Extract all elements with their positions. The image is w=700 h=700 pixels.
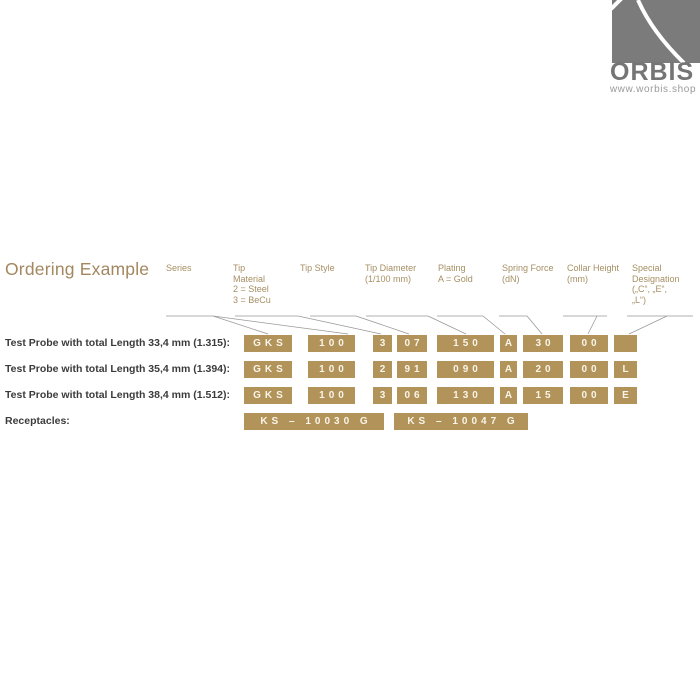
column-header-plating: Plating A = Gold — [438, 263, 473, 284]
column-header-tip-material: Tip Material 2 = Steel 3 = BeCu — [233, 263, 271, 305]
code-box-spring-force: 20 — [523, 361, 563, 378]
code-box-special-designation: L — [614, 361, 637, 378]
leader-line — [427, 315, 467, 335]
code-box-special-designation — [614, 335, 637, 352]
code-box-tip-material: 2 — [373, 361, 392, 378]
orbis-website-text: www.worbis.shop — [609, 84, 697, 95]
orbis-brand-text: ORBIS — [610, 58, 695, 86]
column-header-spring-force: Spring Force (dN) — [502, 263, 554, 284]
code-box-plating: A — [500, 387, 517, 404]
leader-line — [297, 315, 382, 335]
leader-line — [355, 315, 410, 335]
code-box-collar-height: 00 — [570, 387, 608, 404]
leader-line — [526, 315, 543, 335]
code-box-tip-material: 3 — [373, 335, 392, 352]
leader-line — [628, 315, 668, 335]
code-box-tip-diameter: 090 — [437, 361, 494, 378]
code-box-tip-style: 07 — [397, 335, 427, 352]
code-box-series-code: GKS — [244, 335, 292, 352]
code-box-series-number: 100 — [308, 335, 355, 352]
leader-line — [212, 315, 269, 335]
code-box-tip-material: 3 — [373, 387, 392, 404]
logo-corner-notch — [612, 0, 623, 11]
column-header-tip-style: Tip Style — [300, 263, 335, 273]
column-header-series: Series — [166, 263, 192, 273]
page-title: Ordering Example — [5, 259, 150, 279]
code-box-series-code: GKS — [244, 361, 292, 378]
code-box-collar-height: 00 — [570, 361, 608, 378]
code-box-receptacle: KS – 10030 G — [244, 413, 384, 430]
row-label: Test Probe with total Length 35,4 mm (1.… — [5, 363, 231, 375]
code-box-receptacle: KS – 10047 G — [394, 413, 528, 430]
code-box-series-code: GKS — [244, 387, 292, 404]
code-box-tip-diameter: 150 — [437, 335, 494, 352]
leader-line — [212, 315, 349, 335]
code-box-tip-diameter: 130 — [437, 387, 494, 404]
orbis-logo-icon — [612, 0, 700, 63]
code-box-series-number: 100 — [308, 387, 355, 404]
row-label: Test Probe with total Length 38,4 mm (1.… — [5, 389, 231, 401]
logo-arc — [636, 0, 686, 63]
code-box-plating: A — [500, 335, 517, 352]
row-label: Receptacles: — [5, 415, 70, 427]
code-box-tip-style: 06 — [397, 387, 427, 404]
code-box-spring-force: 30 — [523, 335, 563, 352]
column-header-special-designation: Special Designation („C“, „E“, „L“) — [632, 263, 680, 305]
code-box-collar-height: 00 — [570, 335, 608, 352]
code-box-series-number: 100 — [308, 361, 355, 378]
column-header-collar-height: Collar Height (mm) — [567, 263, 620, 284]
column-header-tip-diameter: Tip Diameter (1/100 mm) — [365, 263, 417, 284]
code-box-spring-force: 15 — [523, 387, 563, 404]
leader-line — [587, 315, 598, 335]
leader-line — [482, 315, 506, 335]
row-label: Test Probe with total Length 33,4 mm (1.… — [5, 337, 231, 349]
code-box-plating: A — [500, 361, 517, 378]
code-box-tip-style: 91 — [397, 361, 427, 378]
code-box-special-designation: E — [614, 387, 637, 404]
